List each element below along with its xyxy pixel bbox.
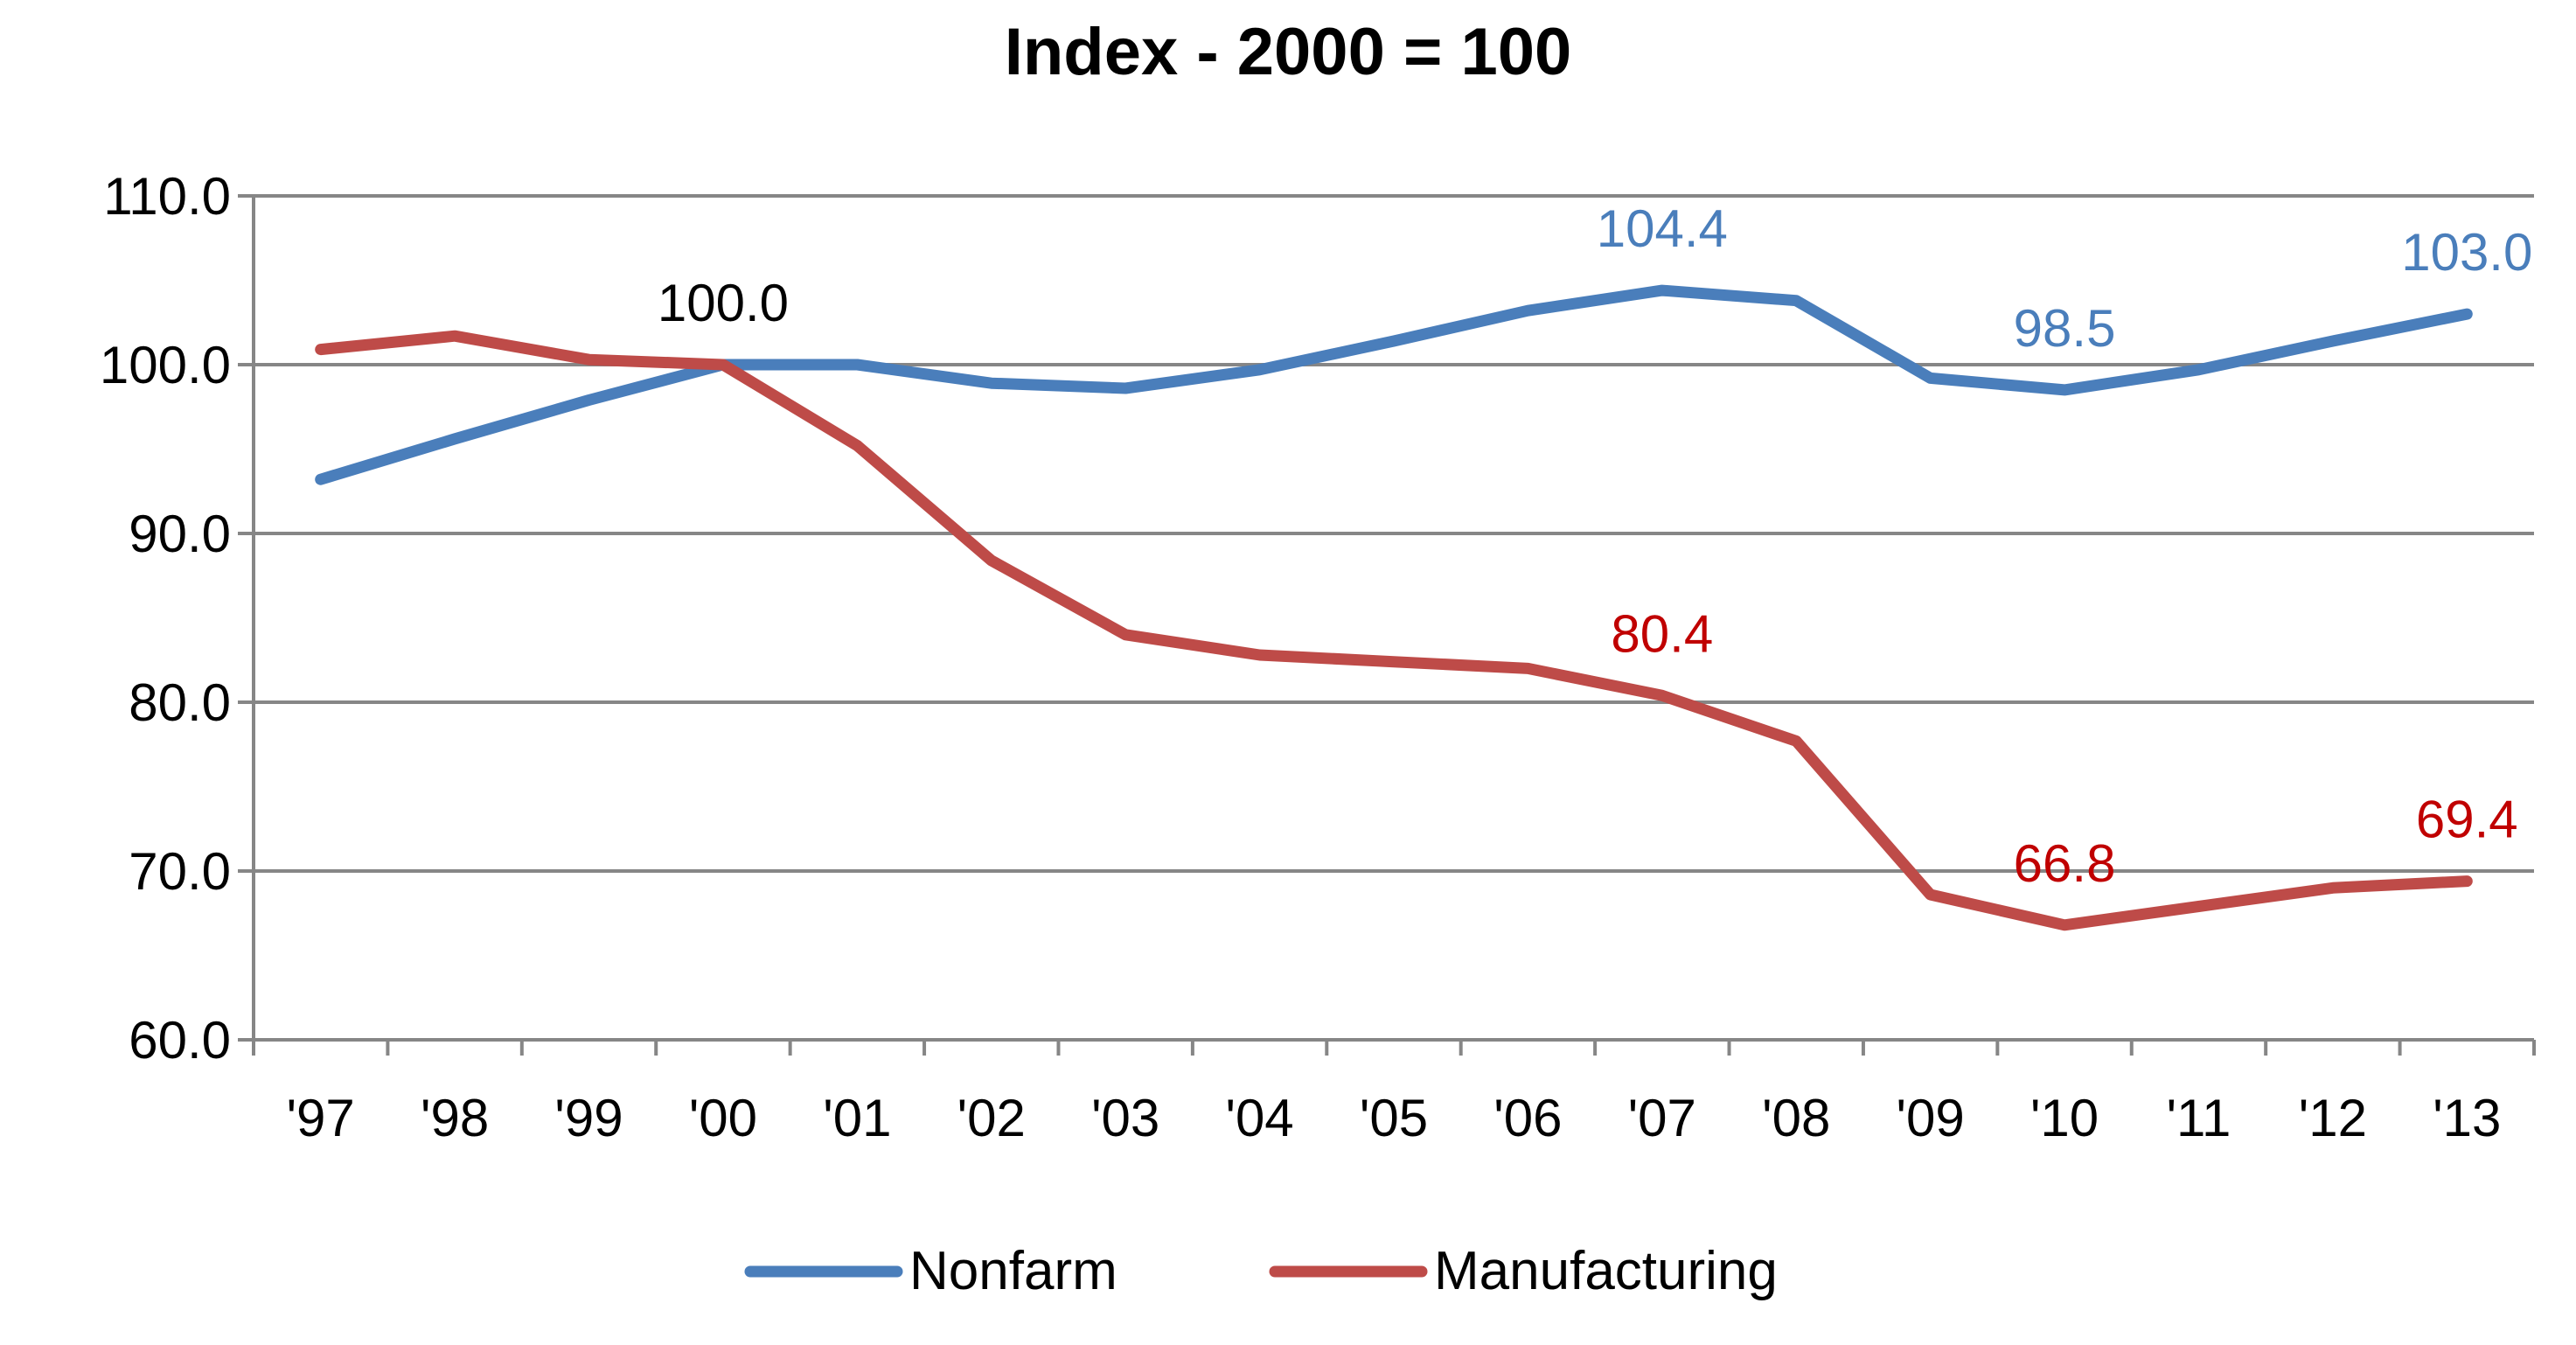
x-tick-label: '98 bbox=[421, 1089, 489, 1147]
data-point-nonfarm bbox=[2466, 313, 2468, 315]
data-point-nonfarm bbox=[588, 400, 590, 401]
chart-title: Index - 2000 = 100 bbox=[1005, 15, 1572, 89]
x-tick-label: '04 bbox=[1225, 1089, 1293, 1147]
data-point-manufacturing bbox=[2064, 924, 2065, 926]
data-point-manufacturing bbox=[1124, 634, 1126, 636]
data-point-manufacturing bbox=[1661, 694, 1663, 696]
series-line-nonfarm bbox=[315, 284, 2473, 485]
x-tick-label: '09 bbox=[1897, 1089, 1965, 1147]
data-label: 103.0 bbox=[2401, 223, 2532, 282]
data-label: 100.0 bbox=[658, 274, 789, 332]
x-tick-label: '02 bbox=[957, 1089, 1026, 1147]
data-point-manufacturing bbox=[2332, 887, 2334, 889]
data-point-nonfarm bbox=[1393, 340, 1395, 342]
data-point-nonfarm bbox=[2197, 369, 2199, 371]
data-point-manufacturing bbox=[320, 349, 322, 351]
data-point-nonfarm bbox=[1259, 369, 1261, 371]
series-lines bbox=[315, 284, 2473, 931]
x-tick-label: '97 bbox=[287, 1089, 355, 1147]
data-point-manufacturing bbox=[1393, 661, 1395, 663]
data-point-manufacturing bbox=[2197, 906, 2199, 908]
y-tick-label: 90.0 bbox=[129, 505, 231, 563]
data-point-nonfarm bbox=[2332, 340, 2334, 342]
x-tick-label: '07 bbox=[1628, 1089, 1696, 1147]
data-point-manufacturing bbox=[856, 445, 858, 447]
axes: 60.0 70.0 80.0 90.0 100.0 110.0 '97 '98 '99 '00 '0… bbox=[100, 167, 2536, 1147]
y-tick-label: 60.0 bbox=[129, 1011, 231, 1070]
x-tick-label: '99 bbox=[554, 1089, 623, 1147]
data-labels: 100.0 104.4 98.5 103.0 80.4 66.8 69.4 bbox=[658, 199, 2533, 893]
data-point-nonfarm bbox=[856, 364, 858, 366]
x-tick-label: '10 bbox=[2030, 1089, 2099, 1147]
data-point-nonfarm bbox=[1795, 300, 1797, 302]
data-point-nonfarm bbox=[991, 382, 992, 384]
data-label: 104.4 bbox=[1597, 199, 1728, 258]
data-point-manufacturing bbox=[722, 364, 724, 366]
y-tick-label: 100.0 bbox=[100, 336, 231, 394]
legend: Nonfarm Manufacturing bbox=[744, 1241, 1778, 1301]
legend-label-nonfarm: Nonfarm bbox=[909, 1241, 1117, 1301]
data-label: 69.4 bbox=[2416, 791, 2518, 849]
x-tick-label: '12 bbox=[2299, 1089, 2367, 1147]
series-line-manufacturing bbox=[315, 330, 2473, 931]
y-tick-label: 70.0 bbox=[129, 842, 231, 901]
data-label: 66.8 bbox=[2014, 834, 2116, 893]
y-tick-label: 110.0 bbox=[103, 167, 231, 226]
x-tick-label: '08 bbox=[1762, 1089, 1830, 1147]
data-point-manufacturing bbox=[2466, 881, 2468, 882]
data-point-manufacturing bbox=[1930, 894, 1932, 896]
data-label: 80.4 bbox=[1611, 604, 1713, 663]
data-point-manufacturing bbox=[1259, 654, 1261, 656]
data-point-nonfarm bbox=[320, 478, 322, 480]
x-tick-label: '01 bbox=[823, 1089, 891, 1147]
x-tick-label: '03 bbox=[1091, 1089, 1159, 1147]
data-point-manufacturing bbox=[991, 560, 992, 561]
data-point-nonfarm bbox=[1661, 289, 1663, 291]
x-tick-label: '11 bbox=[2167, 1089, 2231, 1147]
data-point-nonfarm bbox=[454, 438, 456, 440]
gridlines bbox=[254, 194, 2534, 873]
data-point-nonfarm bbox=[1930, 377, 1932, 379]
data-point-manufacturing bbox=[588, 359, 590, 360]
data-label: 98.5 bbox=[2014, 299, 2116, 358]
data-point-manufacturing bbox=[1795, 740, 1797, 742]
x-tick-label: '06 bbox=[1493, 1089, 1562, 1147]
data-point-nonfarm bbox=[1527, 310, 1528, 311]
y-tick-label: 80.0 bbox=[129, 673, 231, 732]
x-tick-label: '13 bbox=[2433, 1089, 2501, 1147]
data-point-manufacturing bbox=[454, 335, 456, 337]
data-point-nonfarm bbox=[1124, 387, 1126, 389]
x-tick-label: '00 bbox=[689, 1089, 757, 1147]
x-tick-label: '05 bbox=[1360, 1089, 1428, 1147]
data-point-nonfarm bbox=[2064, 389, 2065, 391]
data-point-manufacturing bbox=[1527, 667, 1528, 669]
legend-label-manufacturing: Manufacturing bbox=[1434, 1241, 1778, 1301]
